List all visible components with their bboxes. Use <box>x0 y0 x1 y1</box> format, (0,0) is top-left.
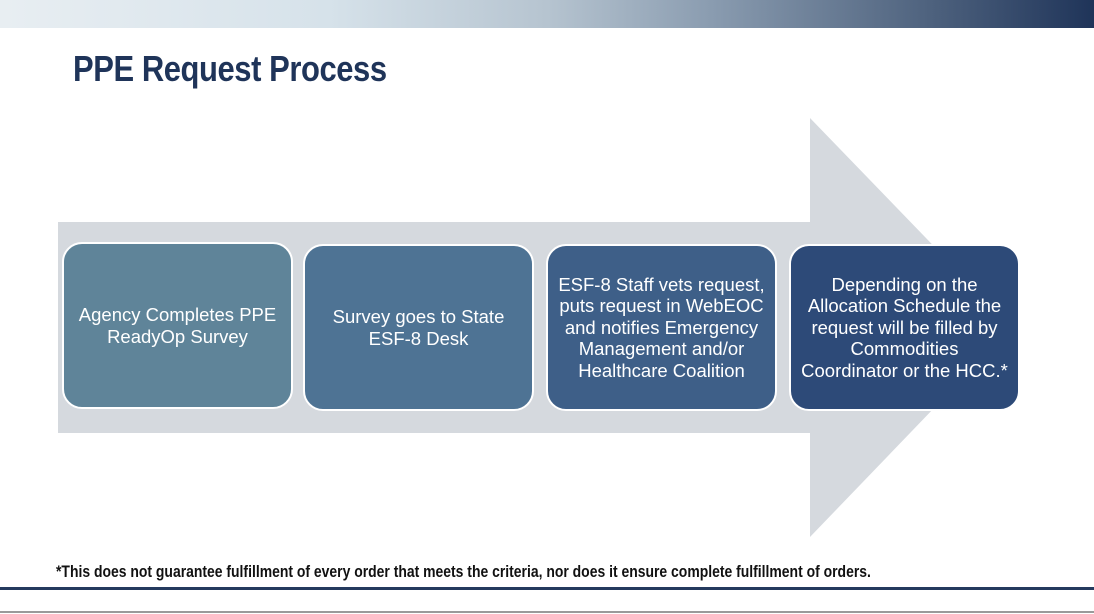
footnote: *This does not guarantee fulfillment of … <box>56 562 871 581</box>
step-4-text: Depending on the Allocation Schedule the… <box>801 273 1008 381</box>
footer-rule <box>0 587 1094 590</box>
step-4-box: Depending on the Allocation Schedule the… <box>789 244 1020 411</box>
step-3-text: ESF-8 Staff vets request, puts request i… <box>558 273 765 381</box>
bottom-divider <box>0 611 1094 613</box>
arrow-shape <box>58 118 1012 537</box>
header-gradient-bar <box>0 0 1094 28</box>
step-3-box: ESF-8 Staff vets request, puts request i… <box>546 244 777 411</box>
step-1-box: Agency Completes PPE ReadyOp Survey <box>62 242 293 409</box>
slide-title: PPE Request Process <box>73 48 387 89</box>
step-2-box: Survey goes to State ESF-8 Desk <box>303 244 534 411</box>
step-2-text: Survey goes to State ESF-8 Desk <box>332 306 505 349</box>
step-1-text: Agency Completes PPE ReadyOp Survey <box>78 304 277 347</box>
